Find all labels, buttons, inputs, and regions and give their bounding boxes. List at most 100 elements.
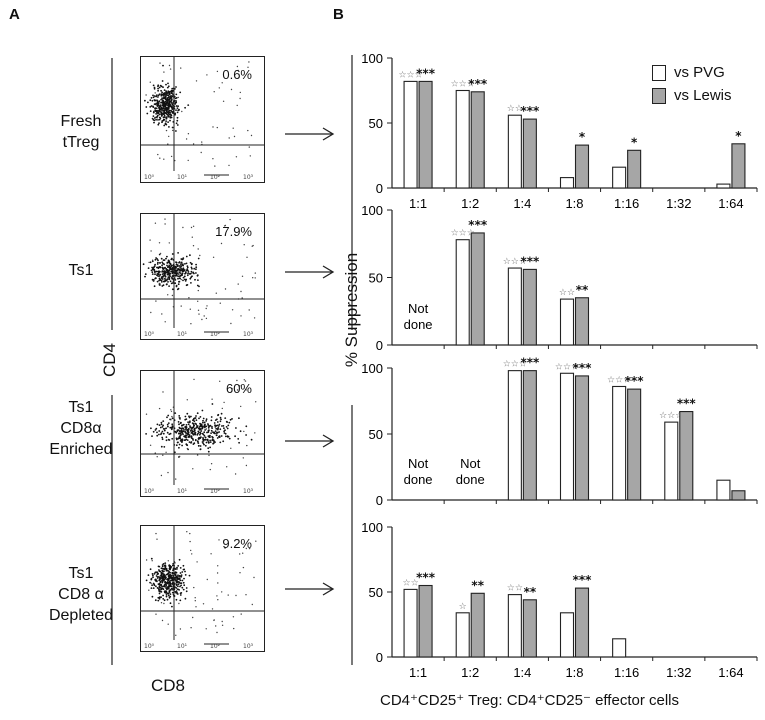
flow-dot bbox=[157, 153, 159, 156]
row-label-line: CD8α bbox=[60, 420, 102, 437]
flow-dot bbox=[223, 430, 225, 433]
not-done-label: Not bbox=[408, 456, 429, 471]
flow-dot bbox=[161, 266, 164, 269]
flow-dot bbox=[183, 568, 186, 571]
flow-dot bbox=[190, 263, 193, 266]
flow-dot bbox=[213, 91, 215, 93]
flow-dot bbox=[179, 91, 182, 94]
flow-dot bbox=[164, 279, 167, 282]
flow-dot bbox=[158, 430, 161, 432]
y-tick-label: 50 bbox=[369, 585, 383, 600]
flow-dot bbox=[168, 264, 171, 267]
flow-tick-label: 10¹ bbox=[177, 488, 188, 495]
flow-dot bbox=[164, 321, 166, 323]
flow-dot bbox=[163, 575, 166, 577]
flow-tick-label: 10⁰ bbox=[144, 174, 155, 181]
flow-dot bbox=[185, 424, 188, 426]
significance-label: *** bbox=[625, 374, 645, 388]
flow-dot bbox=[160, 85, 163, 88]
flow-dot bbox=[159, 266, 161, 269]
flow-dot bbox=[167, 121, 169, 123]
flow-dot bbox=[185, 426, 188, 429]
flow-dot bbox=[179, 599, 182, 602]
bar-vs-pvg bbox=[612, 638, 627, 658]
flow-dot bbox=[190, 270, 193, 273]
flow-dot bbox=[162, 424, 164, 427]
flow-dot bbox=[157, 109, 159, 112]
flow-dot bbox=[243, 244, 245, 246]
flow-scatter: 10⁰ 10¹ 10² 10³ bbox=[141, 371, 264, 495]
flow-dot bbox=[217, 413, 220, 416]
flow-dot bbox=[155, 270, 158, 273]
flow-dot bbox=[200, 436, 202, 438]
flow-dot bbox=[200, 430, 203, 432]
flow-dot bbox=[192, 271, 195, 274]
flow-dot bbox=[181, 258, 184, 261]
flow-dot bbox=[175, 437, 178, 440]
x-tick-label: 1:4 bbox=[513, 196, 531, 211]
flow-percent: 60% bbox=[225, 381, 252, 396]
flow-dot bbox=[171, 253, 174, 255]
flow-dot bbox=[211, 403, 214, 405]
flow-dot bbox=[186, 284, 189, 286]
flow-dot bbox=[245, 434, 247, 436]
flow-dot bbox=[179, 274, 182, 277]
flow-dot bbox=[155, 95, 158, 98]
flow-dot bbox=[177, 421, 180, 423]
flow-dot bbox=[213, 432, 215, 434]
flow-dot bbox=[194, 422, 197, 425]
flow-dot bbox=[195, 268, 197, 271]
flow-dot bbox=[187, 423, 190, 426]
flow-dot bbox=[170, 577, 173, 580]
flow-dot bbox=[150, 587, 153, 589]
flow-dot bbox=[167, 94, 170, 97]
flow-dot bbox=[168, 285, 170, 287]
flow-dot bbox=[154, 92, 156, 94]
bar-vs-pvg bbox=[664, 421, 679, 501]
flow-dot bbox=[222, 100, 225, 102]
flow-dot bbox=[223, 427, 225, 430]
flow-dot bbox=[181, 264, 184, 266]
flow-scatter: 10⁰ 10¹ 10² 10³ bbox=[141, 57, 264, 181]
flow-dot bbox=[183, 584, 186, 587]
flow-dot bbox=[157, 596, 160, 599]
row-label-line: Ts1 bbox=[68, 565, 94, 582]
significance-label: ☆☆☆ bbox=[398, 70, 422, 80]
flow-dot bbox=[216, 424, 219, 427]
flow-dot bbox=[213, 422, 216, 424]
flow-dot bbox=[191, 236, 193, 238]
flow-dot bbox=[159, 278, 161, 281]
flow-dot bbox=[156, 117, 159, 119]
flow-dot bbox=[184, 280, 187, 282]
flow-dot bbox=[155, 427, 158, 430]
flow-dot bbox=[166, 416, 168, 419]
bar-vs-lewis bbox=[470, 91, 485, 189]
flow-dot bbox=[154, 258, 157, 261]
flow-dot bbox=[179, 427, 181, 430]
flow-dot bbox=[210, 419, 213, 422]
flow-dot bbox=[170, 114, 173, 117]
flow-dot bbox=[149, 444, 152, 446]
legend-label: vs Lewis bbox=[674, 87, 732, 104]
flow-dot bbox=[171, 591, 174, 594]
flow-dot bbox=[162, 100, 164, 102]
flow-dot bbox=[159, 283, 161, 285]
flow-dot bbox=[163, 106, 165, 109]
flow-dot bbox=[178, 271, 181, 274]
significance-label: ☆☆☆ bbox=[503, 257, 527, 267]
flow-dot bbox=[177, 583, 180, 586]
x-tick-label: 1:8 bbox=[565, 665, 583, 680]
significance-label: *** bbox=[573, 573, 593, 587]
flow-dot bbox=[178, 432, 180, 435]
not-done-label: done bbox=[456, 472, 485, 487]
flow-dot bbox=[157, 599, 160, 602]
flow-dot bbox=[161, 109, 163, 111]
flow-tick-label: 10¹ bbox=[177, 643, 188, 650]
flow-dot bbox=[189, 540, 191, 543]
flow-dot bbox=[165, 93, 168, 95]
flow-dot bbox=[201, 441, 204, 443]
flow-dot bbox=[193, 424, 195, 427]
flow-dot bbox=[184, 415, 187, 418]
flow-dot bbox=[177, 277, 179, 280]
flow-dot bbox=[193, 378, 195, 381]
